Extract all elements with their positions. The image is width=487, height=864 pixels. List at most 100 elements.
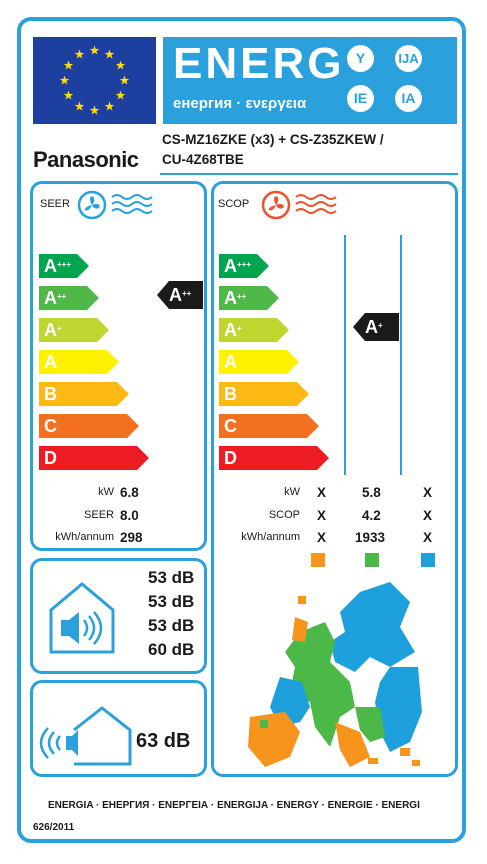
eu-star-icon [89,45,100,55]
seer-class-bar: A+ [39,318,109,342]
seer-class-label: A+ [44,320,62,340]
scop-class-bar: A [219,350,299,374]
eu-star-icon [63,60,74,70]
scop-class-bar: B [219,382,309,406]
warm-zone-swatch [421,553,435,567]
scop-class-label: D [224,448,237,468]
scop-class-bar: A+ [219,318,289,342]
seer-class-bar: B [39,382,129,406]
seer-class-bar: A [39,350,119,374]
seer-label-seer: SEER [84,509,114,521]
indoor-noise-4: 60 dB [148,640,195,659]
energy-header: ENERG енергия · ενεργεια Y IJA IE IA [163,37,457,124]
eu-star-icon [104,101,115,111]
scop-label-kwh: kWh/annum [241,531,300,543]
scop-warm-kwh: X [423,530,433,545]
seer-class-bar: D [39,446,149,470]
indoor-unit-speaker-icon [49,582,115,654]
seer-label-kwh: kWh/annum [55,531,114,543]
seer-title: SEER [40,198,70,210]
seer-class-bar: A++ [39,286,99,310]
seer-class-label: C [44,416,57,436]
cooling-fan-icon [77,190,153,220]
eu-star-icon [89,105,100,115]
brand-name: Panasonic [33,147,139,172]
indoor-noise-3: 53 dB [148,616,195,635]
cold-zone-swatch [311,553,325,567]
seer-class-label: D [44,448,57,468]
indoor-noise-2: 53 dB [148,592,195,611]
eu-star-icon [63,90,74,100]
scop-panel [211,181,458,777]
model-line-2: CU-4Z68TBE [162,152,244,167]
eu-star-icon [115,60,126,70]
scop-class-label: C [224,416,237,436]
scop-title: SCOP [218,198,250,210]
europe-climate-map [248,582,422,767]
scop-class-label: A+++ [224,256,252,276]
scop-label-kw: kW [284,486,300,498]
scop-rating-letter: A [365,317,378,337]
outdoor-noise: 63 dB [136,730,191,752]
footer-languages: ENERGIA · ЕНЕРГИЯ · ΕΝΕΡΓΕΙΑ · ENERGIJA … [48,800,420,811]
eu-star-icon [119,75,130,85]
outdoor-unit-speaker-icon [39,706,132,766]
energy-word: ENERG [173,39,345,88]
eu-star-icon [74,49,85,59]
scop-class-bar: D [219,446,329,470]
heating-fan-icon [261,190,337,220]
seer-panel [30,181,207,551]
eu-star-icon [74,101,85,111]
seer-class-bar: C [39,414,139,438]
suffix-ia: IA [395,85,422,112]
seer-class-label: A [44,352,57,372]
eu-stars-icon [59,45,130,115]
seer-value-kwh: 298 [120,530,143,545]
suffix-ie: IE [347,85,374,112]
seer-class-label: A+++ [44,256,72,276]
scop-cold-kw: X [317,485,327,500]
outdoor-noise-panel [30,680,207,777]
scop-class-label: B [224,384,237,404]
seer-label-kw: kW [98,486,114,498]
scop-class-label: A+ [224,320,242,340]
seer-class-bar: A+++ [39,254,89,278]
seer-rating-sup: ++ [182,289,192,298]
scop-class-bar: A++ [219,286,279,310]
scop-class-label: A [224,352,237,372]
scop-warm-kw: X [423,485,433,500]
indoor-noise-1: 53 dB [148,568,195,587]
scop-class-bar: A+++ [219,254,269,278]
seer-class-label: A++ [44,288,67,308]
scop-average-kw: 5.8 [362,485,381,500]
header-rule [160,173,458,175]
scop-cold-scop: X [317,508,327,523]
regulation-number: 626/2011 [33,822,75,833]
scop-column-divider-2 [400,235,402,475]
eu-flag [33,37,156,124]
scop-rating-arrow: A+ [353,313,399,341]
seer-value-kw: 6.8 [120,485,139,500]
model-line-1: CS-MZ16ZKE (x3) + CS-Z35ZKEW / [162,132,384,147]
scop-cold-kwh: X [317,530,327,545]
scop-average-scop: 4.2 [362,508,381,523]
scop-column-divider-1 [344,235,346,475]
scop-class-bar: C [219,414,319,438]
seer-value-seer: 8.0 [120,508,139,523]
average-zone-swatch [365,553,379,567]
suffix-y: Y [347,45,374,72]
scop-label-scop: SCOP [268,509,300,521]
label-frame [17,17,466,843]
eu-star-icon [59,75,70,85]
eu-star-icon [115,90,126,100]
indoor-noise-panel [30,558,207,674]
suffix-ija: IJA [395,45,422,72]
seer-rating-letter: A [169,285,182,305]
eu-star-icon [104,49,115,59]
scop-warm-scop: X [423,508,433,523]
seer-rating-arrow: A++ [157,281,203,309]
seer-class-label: B [44,384,57,404]
scop-class-label: A++ [224,288,247,308]
energy-subtitle: енергия · ενεργεια [173,95,307,112]
scop-rating-sup: + [378,321,383,330]
